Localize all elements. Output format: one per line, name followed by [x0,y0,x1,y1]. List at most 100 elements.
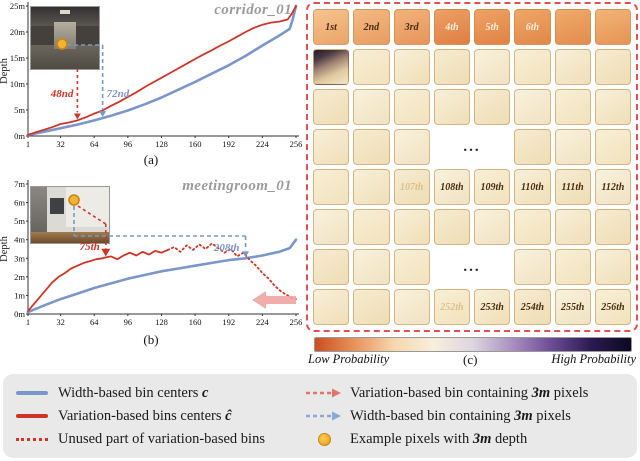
bin-tile: 4th [433,9,470,45]
svg-text:160: 160 [189,139,202,149]
svg-text:160: 160 [189,317,202,327]
bin-tile: 256th [594,289,631,325]
bin-tile-label: 1st [325,21,337,33]
bin-tile-label: 108th [440,181,464,193]
svg-text:32: 32 [56,139,65,149]
legend-label: Unused part of variation-based bins [58,430,265,447]
bin-tile: 110th [514,169,551,205]
bin-tile [514,249,551,285]
colorbar-labels: Low Probability (c) High Probability [306,351,638,368]
bin-tile-label: 4th [445,21,459,33]
bin-tile: 108th [433,169,470,205]
svg-text:75th: 75th [80,241,100,253]
bin-tile [353,289,390,325]
bin-tile [554,9,591,45]
svg-text:96: 96 [124,317,133,327]
bin-tile [554,49,591,85]
yellow-dot-icon [305,432,343,446]
corridor-floor [31,45,99,69]
blue-solid-line-sample [13,390,51,396]
svg-text:20m: 20m [10,27,26,37]
bin-tile: 253th [474,289,511,325]
legend-label: Width-based bin containing 3m pixels [350,407,571,424]
bin-tile: 6th [514,9,551,45]
bin-tile [313,289,350,325]
chart-corridor: Depth 0m 5m 10m 15m 20m 25m 1 32 64 96 128 160 192 224… [0,1,302,149]
bin-tile-label: 253th [480,301,504,313]
corridor-photo [30,6,100,70]
blue-dashed-arrow-icon [305,410,343,422]
svg-text:1: 1 [26,139,30,149]
legend-item-width-bin-3m: Width-based bin containing 3m pixels [305,405,629,427]
ellipsis: ... [463,138,481,155]
bin-tile-label: 256th [601,301,625,313]
legend-label: Variation-based bins centers ĉ [58,407,232,424]
bin-tile-label: 2nd [363,21,380,33]
panel-b-label: (b) [143,332,159,347]
bin-tile-label: 107th [399,181,424,193]
bin-tile [594,129,631,165]
bin-tile [353,169,390,205]
bin-tile [313,209,350,245]
bin-tile [474,89,511,125]
colorbar-low-label: Low Probability [308,352,390,366]
bin-tile [433,209,470,245]
svg-text:96: 96 [124,139,133,149]
svg-text:6m: 6m [14,198,25,208]
svg-text:256: 256 [290,139,302,149]
svg-text:Depth: Depth [0,57,10,83]
svg-text:Depth: Depth [0,235,10,261]
bin-tile [313,129,350,165]
svg-text:5m: 5m [14,105,25,115]
bin-tile [594,89,631,125]
corridor-ceiling-light [59,10,71,15]
svg-text:224: 224 [256,139,270,149]
svg-text:208th: 208th [213,242,240,254]
bin-tile-label: 255th [560,301,585,313]
svg-text:1m: 1m [14,290,25,300]
svg-text:64: 64 [90,317,99,327]
bin-tile [393,249,430,285]
svg-text:192: 192 [222,139,235,149]
bin-tile: 112th [594,169,631,205]
bin-tile: 252th [433,289,470,325]
legend-right-column: Variation-based bin containing 3m pixels… [305,382,629,450]
bin-tile [313,249,350,285]
bin-grid: 1st 2nd 3rd 4th 5th 6th... 107th 108th 109th 110t… [308,4,636,330]
bin-tile: 1st [313,9,350,45]
legend-label: Example pixels with 3m depth [350,430,528,447]
bin-tile: 254th [514,289,551,325]
bin-tile [353,209,390,245]
bin-tile [393,89,430,125]
bin-tile [353,129,390,165]
legend-item-width-centers: Width-based bin centers c [13,382,303,404]
svg-text:1: 1 [26,317,30,327]
bin-tile [514,209,551,245]
bin-tile [393,129,430,165]
svg-text:2m: 2m [14,272,25,282]
corridor-ceiling [31,7,99,26]
legend-left-column: Width-based bin centers c Variation-base… [13,382,303,450]
bin-tile-label: 3rd [404,21,419,33]
bin-tile: 3rd [393,9,430,45]
bin-tile [554,89,591,125]
bin-tile: 111th [554,169,591,205]
svg-text:4m: 4m [14,235,25,245]
panel-a-label: (a) [143,152,159,167]
bin-tile [594,209,631,245]
meetingroom-photo [30,186,110,244]
bin-tile [554,209,591,245]
ellipsis: ... [463,258,481,275]
bin-tile-label: 109th [480,181,504,193]
bin-tile [514,49,551,85]
red-solid-line-sample [13,413,51,419]
probability-colorbar [314,337,632,352]
bin-tile [393,289,430,325]
bin-tile [433,49,470,85]
svg-text:72nd: 72nd [107,88,130,100]
svg-text:64: 64 [90,139,99,149]
bin-tile [433,89,470,125]
meetingroom-desk [31,231,109,243]
bin-tile: 2nd [353,9,390,45]
bin-tile [514,129,551,165]
